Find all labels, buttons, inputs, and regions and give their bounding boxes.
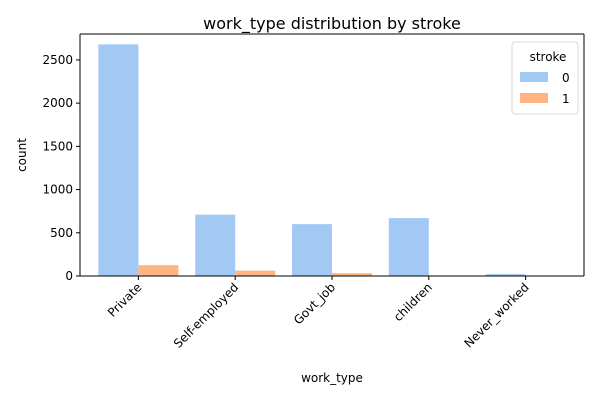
bar-children-series-0 [388,218,429,276]
bar-private-series-0 [98,44,139,276]
y-axis: 0 500 1000 1500 2000 2500 [42,53,80,283]
x-tick-label: children [391,280,435,324]
x-tick-label: Never_worked [461,280,531,350]
legend: stroke 0 1 [511,41,579,115]
legend-swatch-0 [520,72,548,82]
bar-never-worked-series-0 [485,274,526,276]
bar-private-series-1 [138,265,179,276]
x-tick-label: Self-employed [171,280,242,351]
chart-title: work_type distribution by stroke [203,14,461,34]
y-tick-label: 2500 [42,53,73,67]
legend-label-1: 1 [562,92,570,106]
bar-govt-job-series-0 [292,224,332,276]
legend-swatch-1 [520,93,548,103]
y-tick-label: 1500 [42,139,73,153]
bar-self-employed-series-1 [235,270,276,276]
y-axis-label: count [15,138,29,172]
legend-label-0: 0 [562,71,570,85]
x-tick-label: Govt_job [291,280,338,327]
x-axis-label: work_type [301,371,363,385]
y-tick-label: 1000 [42,183,73,197]
y-tick-label: 0 [65,269,73,283]
y-tick-label: 2000 [42,96,73,110]
bar-self-employed-series-0 [195,214,236,276]
y-tick-label: 500 [50,226,73,240]
x-tick-label: Private [105,280,144,319]
legend-title: stroke [530,50,567,64]
plot-area [98,44,526,276]
x-axis: Private Self-employed Govt_job children Neve… [105,276,532,351]
bar-govt-job-series-1 [332,273,372,276]
